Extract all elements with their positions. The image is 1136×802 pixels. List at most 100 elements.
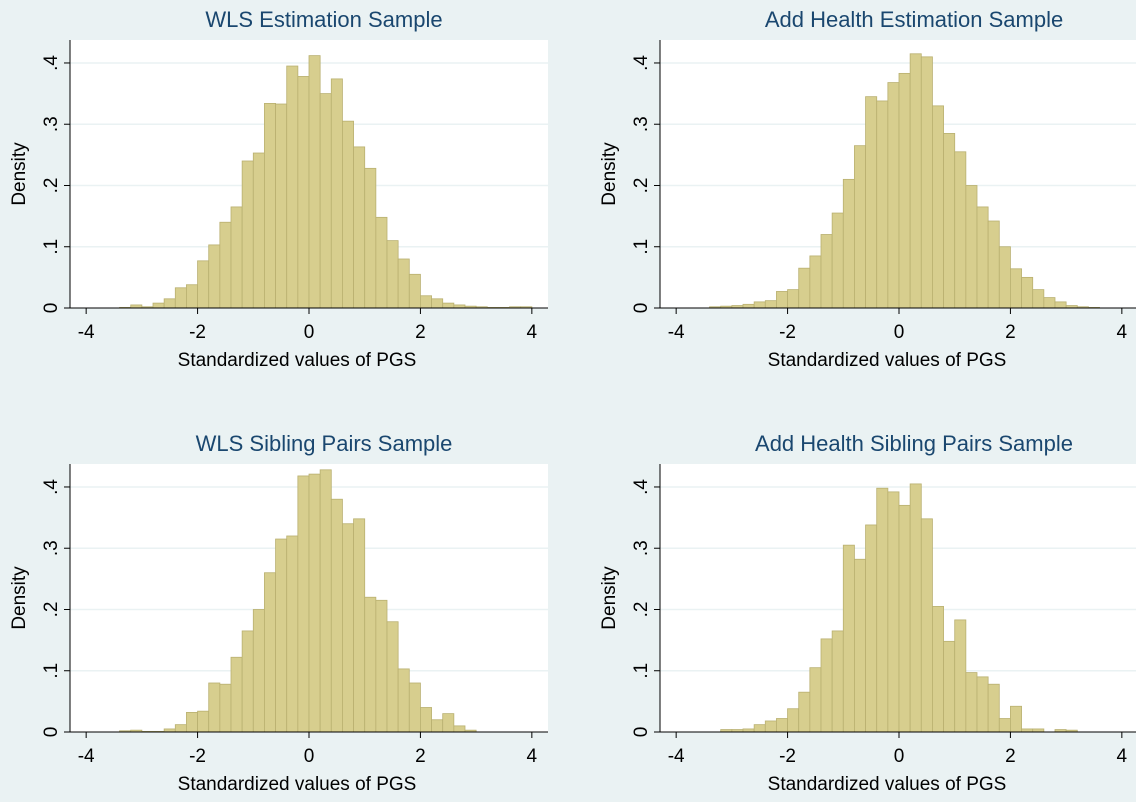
bar (1054, 301, 1067, 309)
bar (252, 152, 265, 309)
y-tick-label: .3 (41, 540, 62, 556)
y-tick-label: .4 (631, 55, 652, 71)
y-tick-label: .1 (41, 239, 62, 255)
bar (219, 221, 232, 309)
x-tick-label: -2 (779, 322, 796, 343)
y-axis-label: Density (599, 566, 620, 630)
bar (186, 711, 198, 733)
bar (764, 720, 777, 733)
y-tick-label: 0 (41, 303, 62, 314)
bar (932, 606, 944, 733)
y-tick-label: .2 (631, 602, 652, 618)
y-tick-label: .2 (631, 178, 652, 194)
bar (842, 178, 855, 309)
bar (876, 100, 889, 309)
bar (397, 668, 410, 733)
bar (753, 301, 766, 309)
x-tick-label: -2 (189, 746, 206, 767)
bar (798, 267, 811, 309)
bar (987, 683, 1000, 733)
bar (241, 160, 254, 309)
x-tick-label: -4 (78, 322, 95, 343)
bar (987, 220, 1000, 309)
bar (943, 133, 956, 309)
bar (1032, 289, 1045, 309)
bar (386, 240, 399, 309)
y-tick-label: .2 (41, 602, 62, 618)
chart-title: WLS Sibling Pairs Sample (196, 431, 453, 456)
bar (865, 524, 878, 733)
bar (408, 682, 421, 733)
bar (442, 713, 455, 733)
bar (932, 105, 944, 309)
bar (364, 167, 377, 309)
bar (330, 498, 343, 733)
y-axis-label: Density (9, 566, 30, 630)
bar (887, 491, 900, 733)
x-tick-label: -4 (78, 746, 95, 767)
chart-title: WLS Estimation Sample (205, 7, 442, 32)
bar (208, 244, 221, 309)
bar (965, 672, 978, 733)
bar (820, 638, 833, 733)
x-tick-label: -4 (668, 322, 685, 343)
x-axis-label: Standardized values of PGS (178, 350, 417, 371)
bar (954, 619, 967, 733)
bar (876, 487, 889, 733)
bar (319, 93, 332, 309)
x-tick-label: 4 (527, 322, 538, 343)
bar (820, 234, 833, 309)
x-tick-label: 4 (527, 746, 538, 767)
bar (809, 255, 822, 309)
x-tick-label: 0 (894, 322, 905, 343)
x-tick-label: 4 (1117, 746, 1128, 767)
bar (174, 287, 187, 309)
bar (976, 206, 989, 309)
bar (742, 303, 755, 309)
x-tick-label: 2 (415, 746, 426, 767)
bar (431, 719, 444, 733)
y-axis-label: Density (599, 142, 620, 206)
bar (241, 630, 254, 733)
bar (764, 300, 777, 309)
x-axis-label: Standardized values of PGS (768, 350, 1007, 371)
bar (308, 55, 321, 309)
x-axis-label: Standardized values of PGS (178, 774, 417, 795)
bar (809, 667, 822, 733)
bar (420, 707, 432, 733)
bar (854, 145, 866, 309)
bar (1021, 276, 1034, 309)
y-tick-label: .4 (41, 479, 62, 495)
bar (353, 518, 366, 733)
bar (397, 258, 410, 309)
bar (998, 718, 1011, 733)
bar (887, 82, 900, 309)
bar (431, 298, 444, 309)
x-tick-label: 0 (304, 746, 315, 767)
bar (152, 302, 165, 309)
y-tick-label: 0 (631, 727, 652, 738)
bar (920, 56, 933, 309)
bar (909, 53, 922, 309)
y-tick-label: .4 (631, 479, 652, 495)
bar (776, 718, 788, 733)
x-axis-label: Standardized values of PGS (768, 774, 1007, 795)
y-tick-label: .1 (631, 239, 652, 255)
x-tick-label: -4 (668, 746, 685, 767)
bar (854, 558, 866, 733)
bar (197, 710, 210, 733)
y-tick-label: .1 (41, 663, 62, 679)
bar (264, 103, 276, 309)
bar (230, 206, 243, 309)
bar (787, 289, 800, 309)
x-tick-label: 0 (304, 322, 315, 343)
bar (297, 475, 310, 733)
bar (308, 473, 321, 733)
bar (442, 302, 455, 309)
bar (1043, 297, 1056, 309)
bar (898, 504, 911, 733)
bar (286, 65, 299, 309)
x-tick-label: 0 (894, 746, 905, 767)
